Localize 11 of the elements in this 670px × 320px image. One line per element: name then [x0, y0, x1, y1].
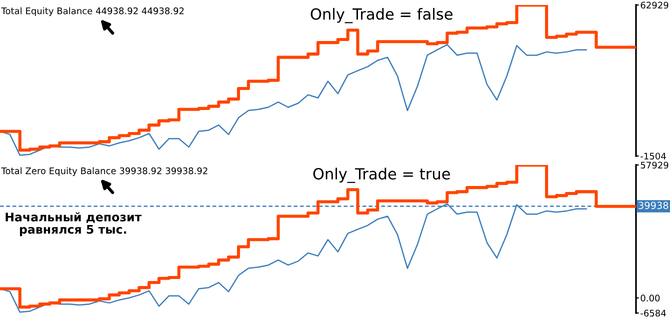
y-tick-label: 0.00: [640, 294, 660, 302]
chart-title: Only_Trade = false: [310, 8, 452, 24]
annotation: Total Zero Equity Balance 39938.92 39938.92: [1, 167, 208, 176]
y-tick-label: -1504: [640, 152, 666, 160]
ref-line-label: 39938: [638, 202, 668, 210]
y-tick-label: -6584: [640, 310, 666, 317]
y-tick-label: 62929: [640, 2, 668, 9]
y-tick-label: 57929: [640, 162, 668, 169]
annotation: Total Equity Balance 44938.92 44938.92: [1, 7, 184, 16]
annotation: Начальный депозит равнялся 5 тыс.: [6, 212, 142, 236]
chart-title: Only_Trade = true: [313, 168, 450, 183]
